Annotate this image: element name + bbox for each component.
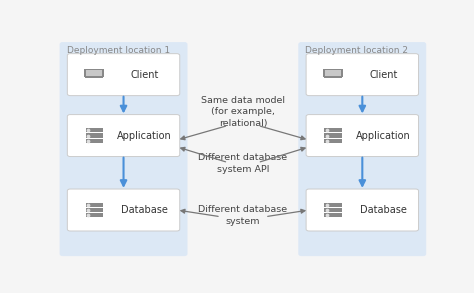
FancyBboxPatch shape bbox=[337, 70, 341, 76]
Text: Database: Database bbox=[121, 205, 168, 215]
Text: Same data model
(for example,
relational): Same data model (for example, relational… bbox=[201, 96, 285, 128]
Text: Deployment location 1: Deployment location 1 bbox=[66, 47, 170, 55]
FancyBboxPatch shape bbox=[84, 69, 104, 77]
FancyBboxPatch shape bbox=[306, 115, 419, 156]
FancyBboxPatch shape bbox=[86, 70, 102, 76]
FancyBboxPatch shape bbox=[86, 213, 103, 217]
FancyBboxPatch shape bbox=[324, 128, 341, 132]
FancyBboxPatch shape bbox=[306, 54, 419, 96]
FancyBboxPatch shape bbox=[324, 133, 341, 138]
FancyBboxPatch shape bbox=[325, 70, 341, 76]
FancyBboxPatch shape bbox=[324, 139, 341, 143]
FancyBboxPatch shape bbox=[323, 69, 343, 77]
Text: Different database
system API: Different database system API bbox=[198, 153, 288, 174]
FancyBboxPatch shape bbox=[67, 54, 180, 96]
FancyBboxPatch shape bbox=[86, 202, 103, 207]
FancyBboxPatch shape bbox=[324, 208, 341, 212]
FancyBboxPatch shape bbox=[324, 76, 342, 78]
FancyBboxPatch shape bbox=[98, 69, 103, 77]
FancyBboxPatch shape bbox=[324, 202, 341, 207]
FancyBboxPatch shape bbox=[86, 133, 103, 138]
Text: Client: Client bbox=[369, 70, 398, 80]
FancyBboxPatch shape bbox=[67, 189, 180, 231]
FancyBboxPatch shape bbox=[85, 76, 103, 78]
FancyBboxPatch shape bbox=[60, 42, 187, 256]
FancyBboxPatch shape bbox=[86, 139, 103, 143]
FancyBboxPatch shape bbox=[67, 115, 180, 156]
FancyBboxPatch shape bbox=[99, 70, 102, 76]
Text: Application: Application bbox=[356, 131, 411, 141]
FancyBboxPatch shape bbox=[299, 42, 426, 256]
Text: Client: Client bbox=[130, 70, 159, 80]
FancyBboxPatch shape bbox=[324, 213, 341, 217]
FancyBboxPatch shape bbox=[86, 208, 103, 212]
Text: Deployment location 2: Deployment location 2 bbox=[305, 47, 409, 55]
FancyBboxPatch shape bbox=[337, 69, 342, 77]
FancyBboxPatch shape bbox=[306, 189, 419, 231]
Text: Application: Application bbox=[117, 131, 172, 141]
Text: Database: Database bbox=[360, 205, 407, 215]
FancyBboxPatch shape bbox=[86, 128, 103, 132]
Text: Different database
system: Different database system bbox=[198, 205, 288, 226]
